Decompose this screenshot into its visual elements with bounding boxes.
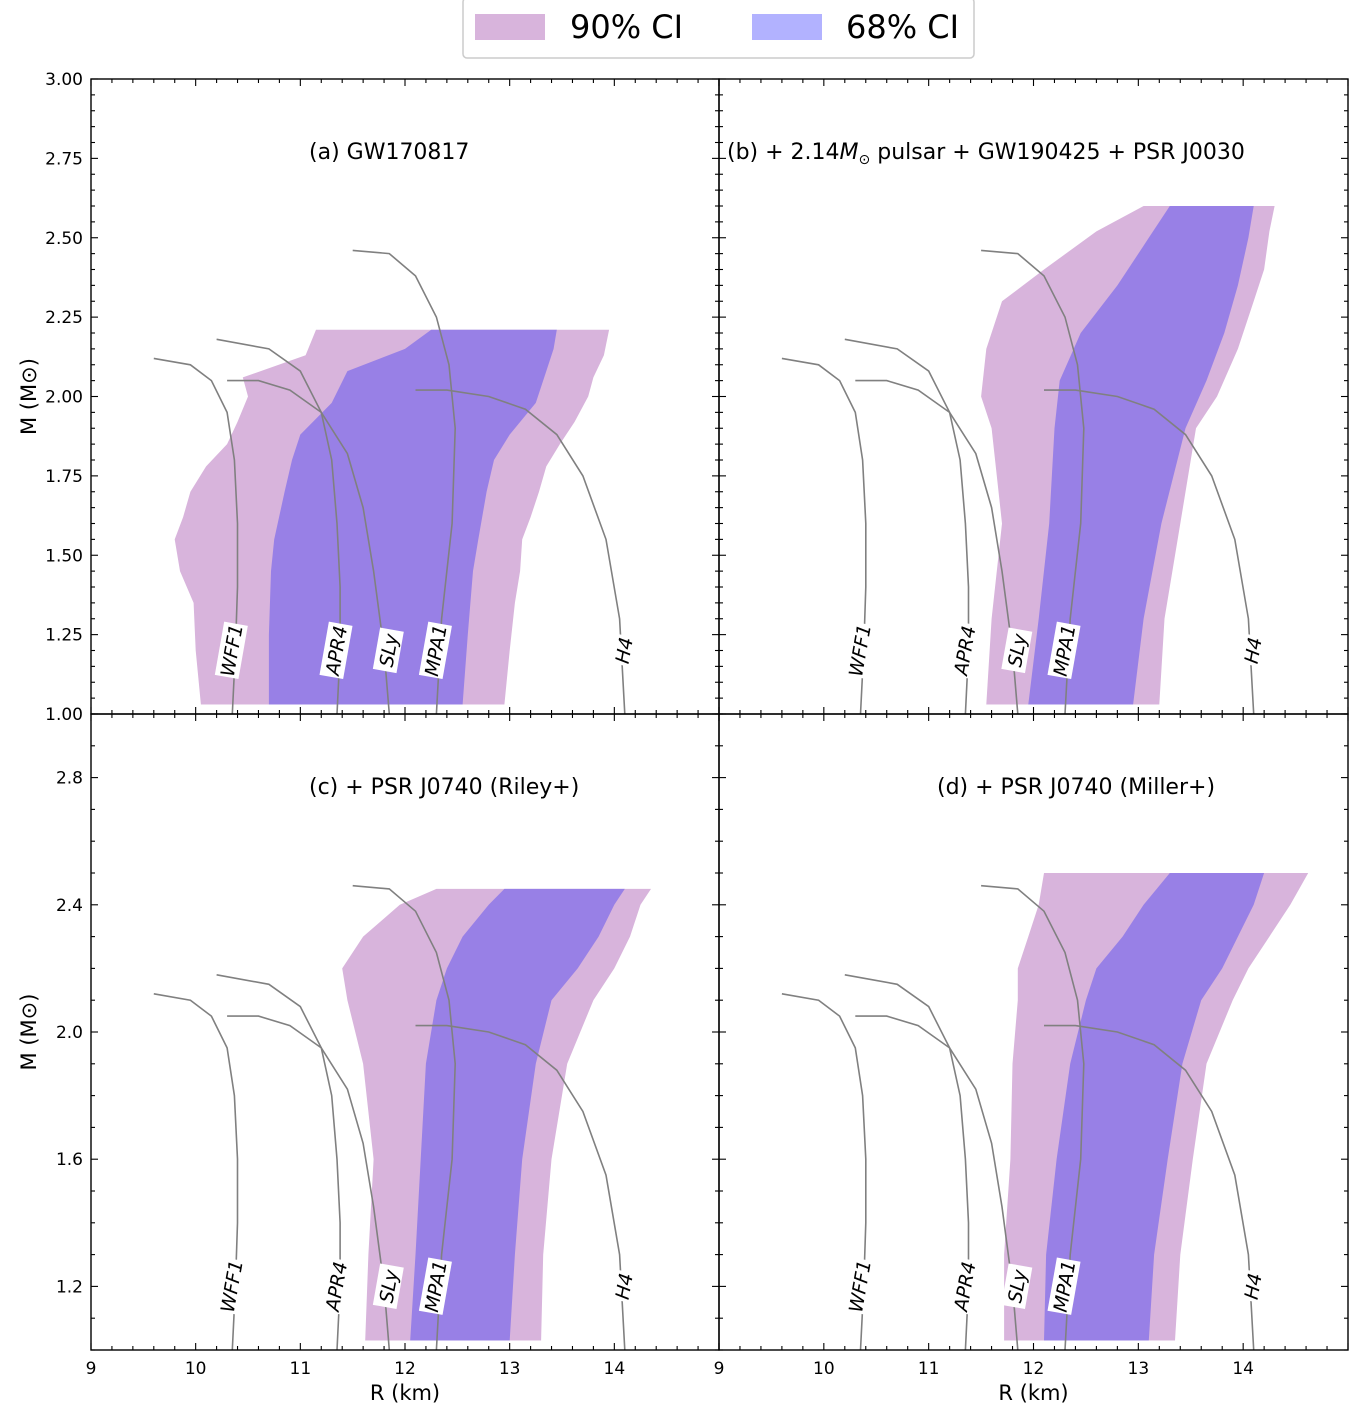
x-tick-label-c: 11 [290, 1359, 312, 1379]
eos-label-apr4-a: APR4 [319, 621, 353, 679]
svg-text:H4: H4 [612, 1271, 638, 1301]
plot-area-a [153, 249, 626, 714]
y-tick-label-a: 1.00 [45, 705, 83, 725]
svg-text:WFF1: WFF1 [845, 1259, 876, 1315]
y-tick-label-a: 1.75 [45, 467, 83, 487]
svg-text:WFF1: WFF1 [217, 1259, 248, 1315]
eos-label-h4-a: H4 [609, 633, 639, 668]
eos-curve-h4-d [1044, 1024, 1255, 1350]
eos-label-sly-c: SLy [372, 1263, 404, 1309]
panel-d: WFF1 APR4 SLy MPA1 H49 10 11 12 13 14R (km)(d) + … [714, 713, 1349, 1405]
legend-label-68: 68% CI [846, 8, 959, 46]
x-tick-label-d: 9 [714, 1359, 725, 1379]
legend-swatch-90 [475, 14, 545, 40]
x-tick-label-d: 10 [813, 1359, 835, 1379]
eos-curve-sly-d [855, 1015, 1019, 1350]
x-tick-label-c: 13 [499, 1359, 521, 1379]
eos-curve-mpa1-c [352, 884, 457, 1350]
eos-label-apr4-d: APR4 [947, 1257, 981, 1315]
ci68-region-d [1044, 873, 1265, 1341]
eos-curve-mpa1-d [981, 884, 1085, 1350]
legend-label-90: 90% CI [570, 8, 683, 46]
eos-curve-sly-c [227, 1015, 391, 1350]
y-tick-label-c: 1.2 [56, 1277, 83, 1297]
ticks-c [90, 713, 720, 1351]
x-tick-label-c: 12 [394, 1359, 416, 1379]
y-tick-label-c: 1.6 [56, 1150, 83, 1170]
y-tick-label-c: 2.4 [56, 896, 83, 916]
svg-text:H4: H4 [612, 636, 638, 666]
ci68-region-b [1028, 206, 1254, 705]
ticks-d [718, 713, 1349, 1351]
eos-label-wff1-d: WFF1 [843, 1257, 877, 1315]
y-tick-label-c: 2.0 [56, 1023, 83, 1043]
panel-title-c: (c) + PSR J0740 (Riley+) [309, 775, 579, 800]
x-axis-label-c: R (km) [370, 1381, 440, 1405]
panel-title-d: (d) + PSR J0740 (Miller+) [937, 775, 1215, 800]
x-tick-label-c: 14 [604, 1359, 626, 1379]
eos-label-apr4-c: APR4 [319, 1257, 353, 1315]
svg-text:H4: H4 [1241, 1271, 1267, 1301]
y-tick-label-a: 3.00 [45, 70, 83, 90]
eos-label-h4-c: H4 [609, 1269, 639, 1304]
y-tick-label-a: 1.50 [45, 546, 83, 566]
legend-box [462, 0, 975, 59]
svg-text:APR4: APR4 [322, 1260, 353, 1315]
eos-curve-h4-c [415, 1024, 626, 1350]
eos-label-wff1-c: WFF1 [214, 1257, 248, 1315]
eos-label-h4-d: H4 [1238, 1269, 1268, 1304]
svg-text:WFF1: WFF1 [845, 623, 876, 679]
eos-label-sly-b: SLy [1001, 627, 1033, 674]
eos-curve-mpa1-b [981, 249, 1085, 714]
x-tick-label-d: 12 [1023, 1359, 1045, 1379]
x-axis-label-d: R (km) [998, 1381, 1068, 1405]
eos-label-mpa1-c: MPA1 [418, 1257, 452, 1315]
x-tick-label-d: 13 [1128, 1359, 1150, 1379]
eos-label-h4-b: H4 [1238, 633, 1268, 668]
eos-curve-mpa1-a [352, 249, 457, 714]
x-tick-label-d: 11 [918, 1359, 940, 1379]
svg-text:APR4: APR4 [950, 1260, 981, 1315]
panel-title-b: (b) + 2.14M⊙ pulsar + GW190425 + PSR J00… [727, 140, 1245, 168]
panel-title-a: (a) GW170817 [309, 140, 469, 165]
eos-curve-sly-b [855, 379, 1019, 714]
x-tick-label-c: 9 [86, 1359, 97, 1379]
panel-b: WFF1 APR4 SLy MPA1 H4(b) + 2.14M⊙ pulsar + G… [718, 78, 1349, 715]
legend: 90% CI 68% CI [462, 0, 975, 59]
y-tick-label-a: 2.75 [45, 149, 83, 169]
panel-a: WFF1 APR4 SLy MPA1 H41.001.251.501.752.002.2… [17, 70, 720, 725]
y-axis-label-c: M (M⊙) [17, 994, 41, 1071]
y-tick-label-a: 2.50 [45, 229, 83, 249]
plot-area-b [781, 206, 1275, 714]
y-tick-label-a: 2.00 [45, 388, 83, 408]
panel-c: WFF1 APR4 SLy MPA1 H4 1.2 1.6 2.0 2.4 2.8 9 10 11 12 1… [17, 713, 720, 1405]
svg-text:APR4: APR4 [950, 624, 981, 679]
plot-area-d [781, 873, 1309, 1350]
svg-text:H4: H4 [1241, 636, 1267, 666]
y-axis-label-a: M (M⊙) [17, 358, 41, 435]
x-tick-label-d: 14 [1232, 1359, 1254, 1379]
x-tick-label-c: 10 [185, 1359, 207, 1379]
eos-label-wff1-b: WFF1 [843, 621, 877, 679]
eos-label-apr4-b: APR4 [947, 621, 981, 679]
eos-curve-sly-a [227, 379, 391, 714]
y-tick-label-c: 2.8 [56, 769, 83, 789]
y-tick-label-a: 2.25 [45, 308, 83, 328]
y-tick-label-a: 1.25 [45, 626, 83, 646]
ci68-region-c [410, 888, 625, 1341]
legend-swatch-68 [752, 14, 822, 40]
eos-curve-h4-a [415, 389, 626, 714]
eos-curve-h4-b [1044, 389, 1255, 714]
